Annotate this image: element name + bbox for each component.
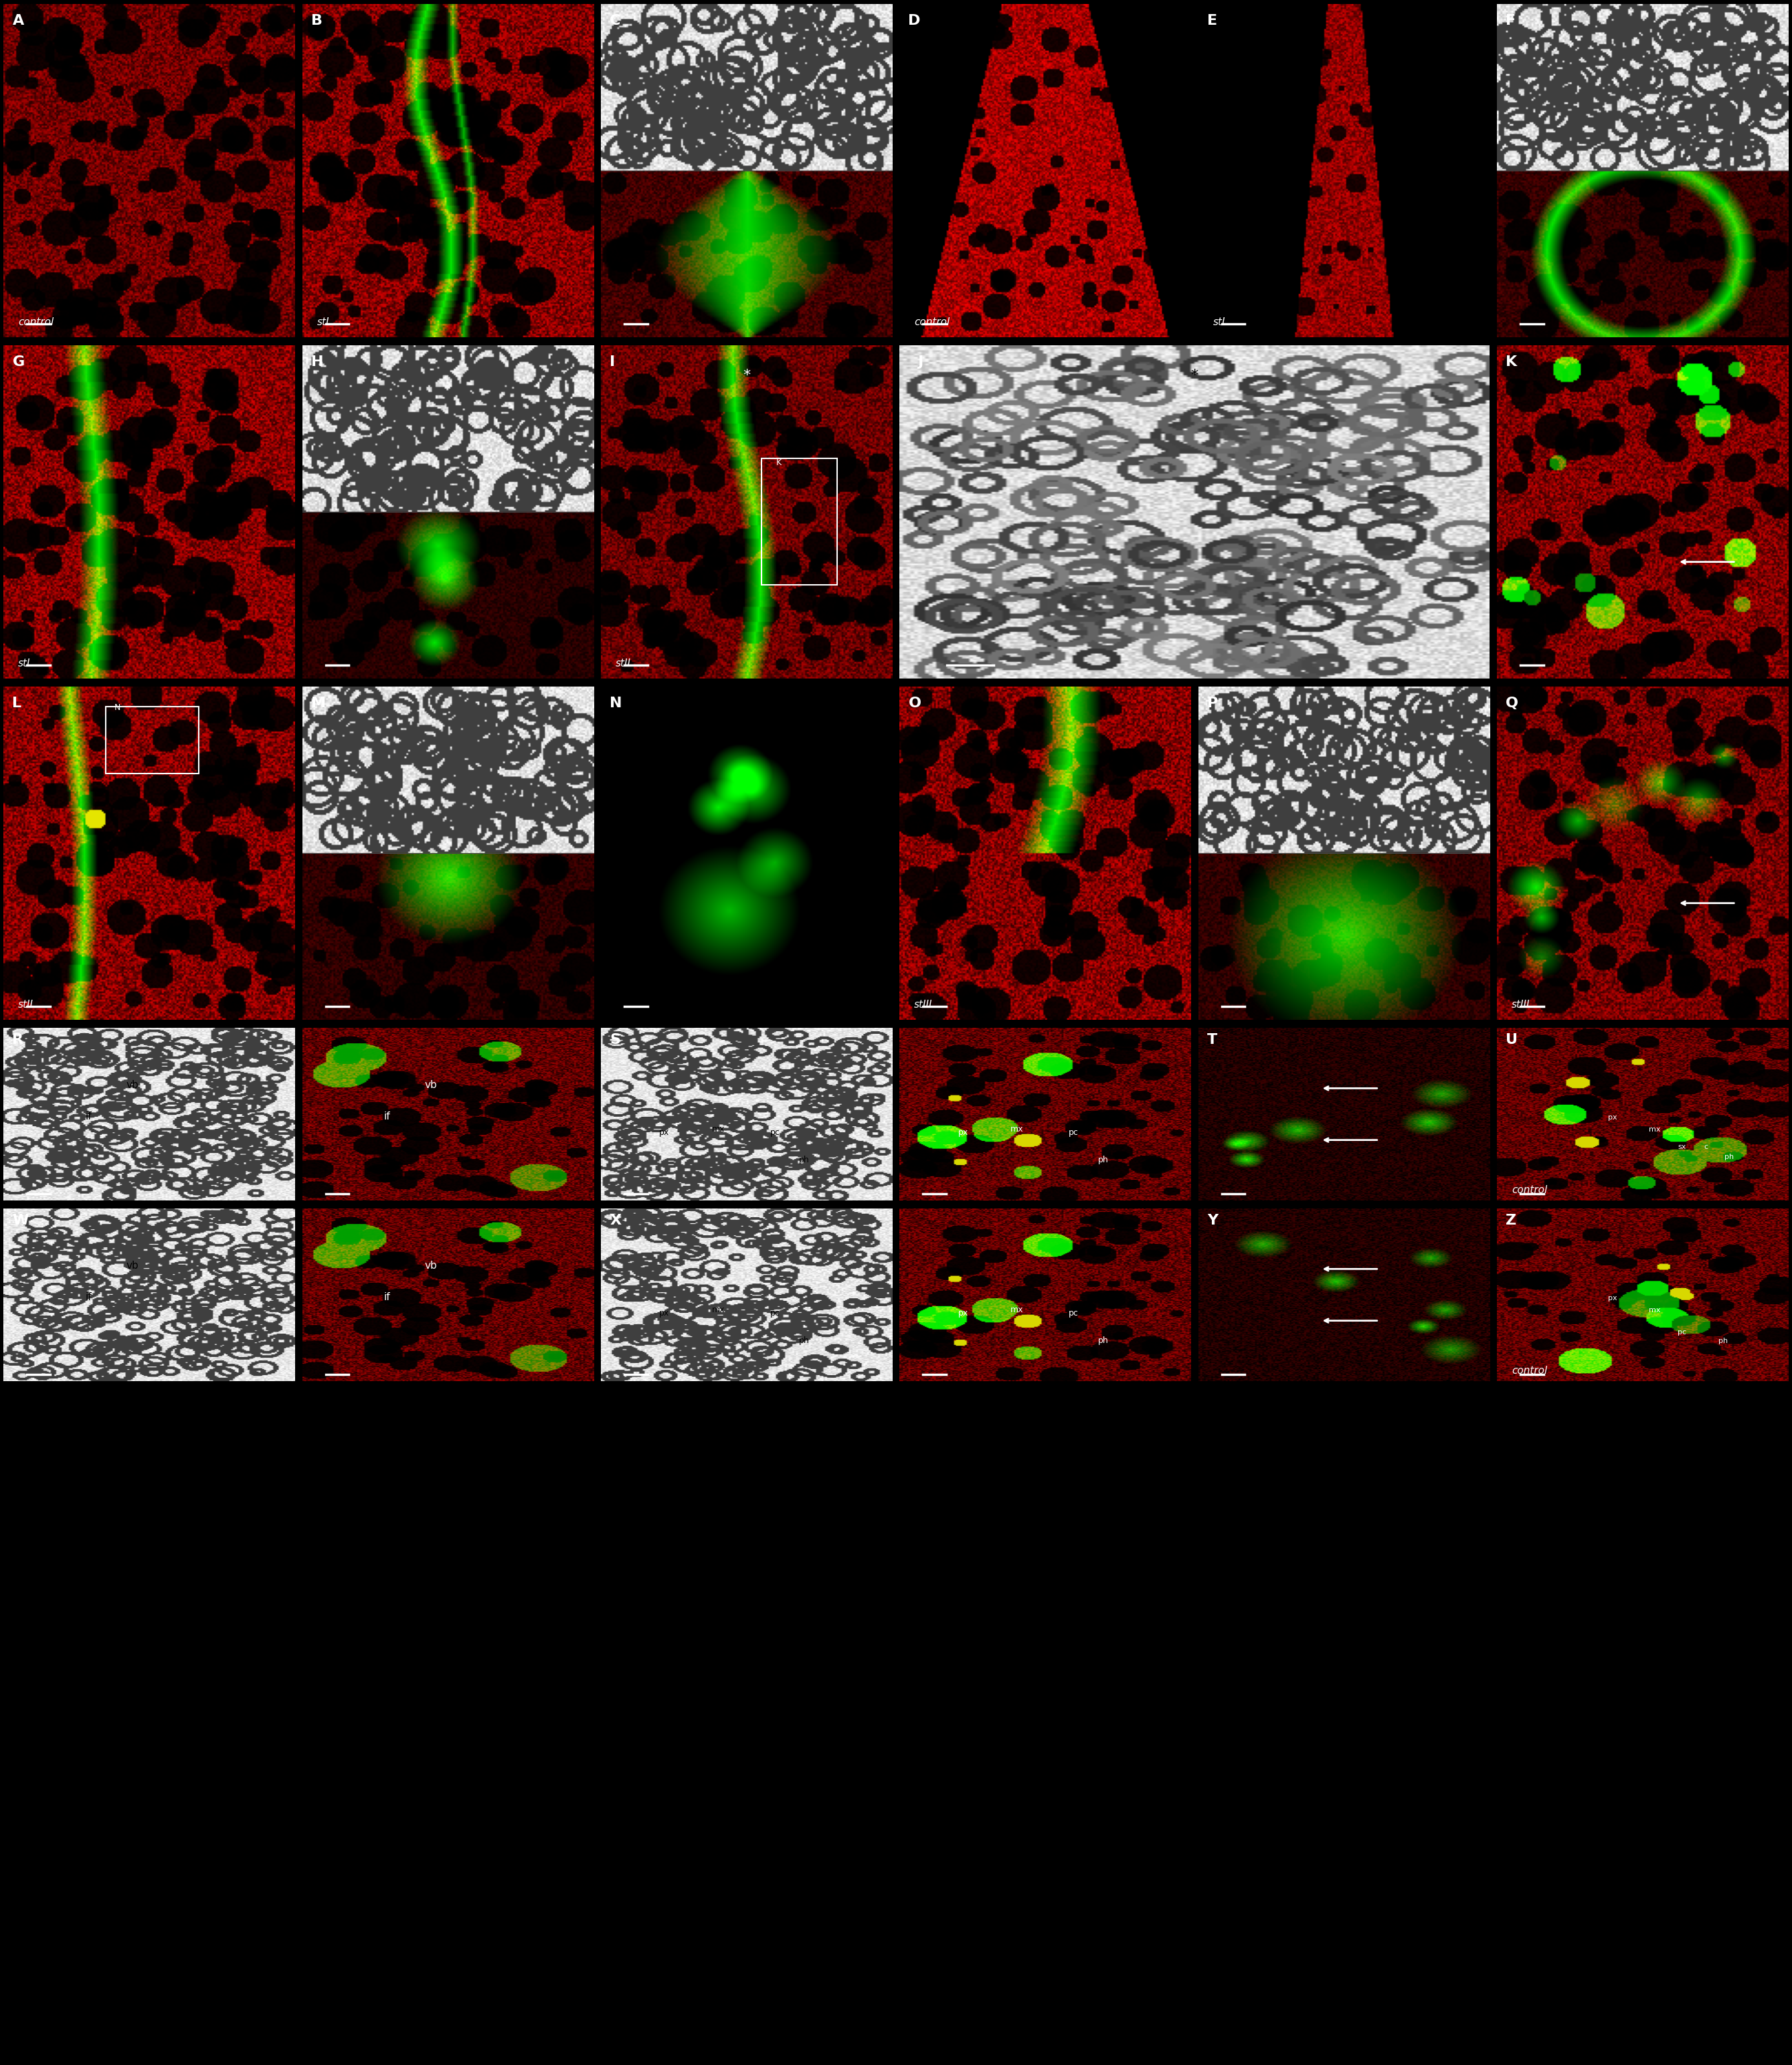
Text: O: O <box>909 696 921 710</box>
Text: c: c <box>1704 1144 1708 1150</box>
Text: if: if <box>383 1293 391 1303</box>
Text: ph: ph <box>1724 1154 1733 1161</box>
Text: vb: vb <box>425 1262 437 1270</box>
Text: px: px <box>659 1127 670 1138</box>
Text: stI: stI <box>317 318 330 326</box>
Text: G: G <box>13 355 25 370</box>
Text: L: L <box>13 696 22 710</box>
Text: stII: stII <box>18 999 34 1010</box>
Text: *: * <box>1192 370 1199 382</box>
Text: control: control <box>914 318 950 326</box>
Text: if: if <box>86 1111 91 1121</box>
Text: pc: pc <box>1677 1330 1686 1336</box>
Text: Q: Q <box>1505 696 1518 710</box>
Text: W: W <box>13 1214 29 1227</box>
Text: pc: pc <box>1068 1127 1079 1138</box>
Text: I: I <box>609 355 615 370</box>
Text: mx: mx <box>711 1125 724 1134</box>
Text: ph: ph <box>1719 1338 1727 1344</box>
Text: pc: pc <box>771 1127 780 1138</box>
Text: px: px <box>1607 1295 1616 1301</box>
Text: vb: vb <box>125 1262 138 1270</box>
Text: N: N <box>609 696 622 710</box>
Text: *: * <box>744 370 751 382</box>
Text: if: if <box>383 1111 391 1121</box>
Bar <box>106 706 199 772</box>
Text: T: T <box>1208 1032 1217 1047</box>
Text: pc: pc <box>771 1309 780 1317</box>
Text: F: F <box>1505 14 1516 27</box>
Text: S: S <box>609 1032 620 1047</box>
Text: control: control <box>1511 1365 1546 1375</box>
Text: control: control <box>1511 1185 1546 1196</box>
Text: control: control <box>18 318 54 326</box>
Text: ph: ph <box>1098 1156 1107 1165</box>
Text: D: D <box>909 14 921 27</box>
Text: px: px <box>959 1309 968 1317</box>
Text: N: N <box>115 704 120 712</box>
Text: U: U <box>1505 1032 1518 1047</box>
Text: pc: pc <box>1068 1309 1079 1317</box>
Text: if: if <box>86 1293 91 1303</box>
Text: M: M <box>312 696 326 710</box>
Text: stIII: stIII <box>1511 999 1530 1010</box>
Text: K: K <box>776 458 781 467</box>
Text: C: C <box>609 14 620 27</box>
Text: px: px <box>1607 1113 1616 1121</box>
Text: stI: stI <box>18 659 30 669</box>
Text: ph: ph <box>799 1156 810 1165</box>
Text: R: R <box>13 1032 23 1047</box>
Text: vb: vb <box>125 1080 138 1090</box>
Text: X: X <box>609 1214 622 1227</box>
Text: P: P <box>1208 696 1219 710</box>
Text: H: H <box>312 355 323 370</box>
Bar <box>762 458 837 584</box>
Text: px: px <box>959 1127 968 1138</box>
Text: K: K <box>1505 355 1518 370</box>
Text: E: E <box>1208 14 1217 27</box>
Text: mx: mx <box>1649 1307 1659 1313</box>
Text: ph: ph <box>1098 1336 1107 1344</box>
Text: stI: stI <box>1213 318 1226 326</box>
Text: mx: mx <box>1011 1125 1023 1134</box>
Text: sx: sx <box>1677 1144 1686 1150</box>
Text: ph: ph <box>799 1336 810 1344</box>
Text: B: B <box>312 14 323 27</box>
Text: Y: Y <box>1208 1214 1219 1227</box>
Text: J: J <box>918 355 923 370</box>
Text: px: px <box>659 1309 670 1317</box>
Text: mx: mx <box>711 1305 724 1313</box>
Text: A: A <box>13 14 23 27</box>
Text: mx: mx <box>1649 1125 1659 1134</box>
Text: vb: vb <box>425 1080 437 1090</box>
Text: stIII: stIII <box>914 999 932 1010</box>
Text: mx: mx <box>1011 1305 1023 1313</box>
Text: stII: stII <box>615 659 631 669</box>
Text: Z: Z <box>1505 1214 1516 1227</box>
